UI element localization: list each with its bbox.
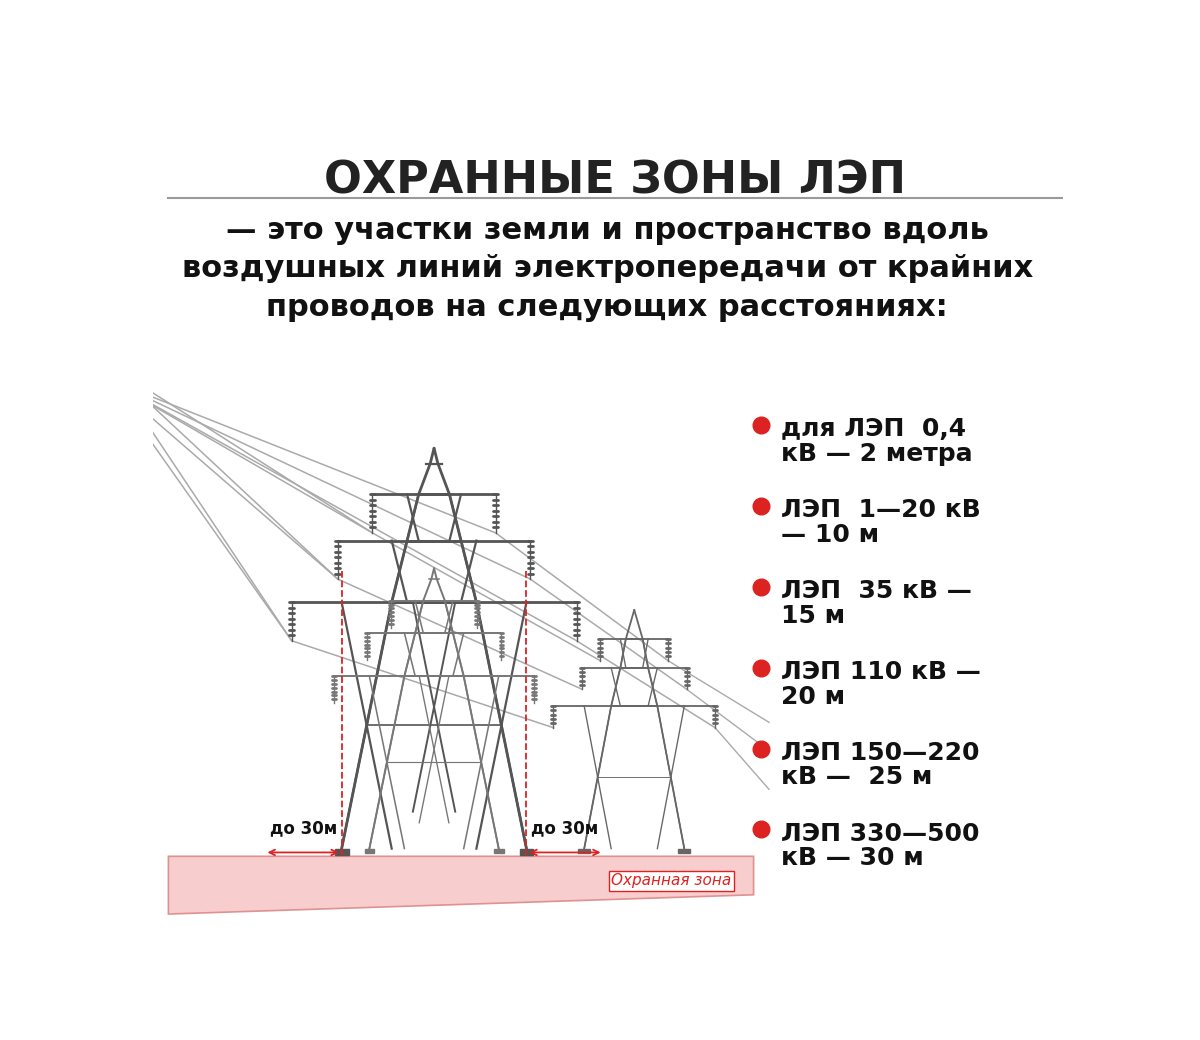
Text: ЛЭП 150—220: ЛЭП 150—220: [780, 740, 979, 764]
Bar: [678, 849, 690, 853]
Bar: [578, 849, 590, 853]
Text: кВ —  25 м: кВ — 25 м: [780, 765, 932, 789]
Bar: [365, 849, 374, 853]
Text: — 10 м: — 10 м: [780, 523, 878, 547]
Text: ЛЭП 330—500: ЛЭП 330—500: [780, 822, 979, 846]
Text: для ЛЭП  0,4: для ЛЭП 0,4: [780, 417, 966, 441]
Text: Охранная зона: Охранная зона: [611, 874, 732, 888]
Text: до 30м: до 30м: [532, 820, 599, 837]
Text: ЛЭП  1—20 кВ: ЛЭП 1—20 кВ: [780, 498, 980, 522]
Text: проводов на следующих расстояниях:: проводов на следующих расстояниях:: [266, 292, 948, 321]
Text: до 30м: до 30м: [270, 820, 337, 837]
Text: кВ — 30 м: кВ — 30 м: [780, 847, 923, 870]
Text: 20 м: 20 м: [780, 684, 845, 708]
Text: воздушных линий электропередачи от крайних: воздушных линий электропередачи от крайн…: [181, 254, 1033, 283]
Bar: [494, 849, 504, 853]
Polygon shape: [168, 856, 754, 914]
Text: ЛЭП  35 кВ —: ЛЭП 35 кВ —: [780, 579, 972, 603]
Text: кВ — 2 метра: кВ — 2 метра: [780, 442, 972, 466]
Bar: [335, 849, 348, 855]
Text: — это участки земли и пространство вдоль: — это участки земли и пространство вдоль: [226, 215, 989, 244]
Text: ЛЭП 110 кВ —: ЛЭП 110 кВ —: [780, 660, 980, 684]
Text: 15 м: 15 м: [780, 604, 845, 628]
Bar: [520, 849, 533, 855]
Text: ОХРАННЫЕ ЗОНЫ ЛЭП: ОХРАННЫЕ ЗОНЫ ЛЭП: [324, 159, 906, 203]
